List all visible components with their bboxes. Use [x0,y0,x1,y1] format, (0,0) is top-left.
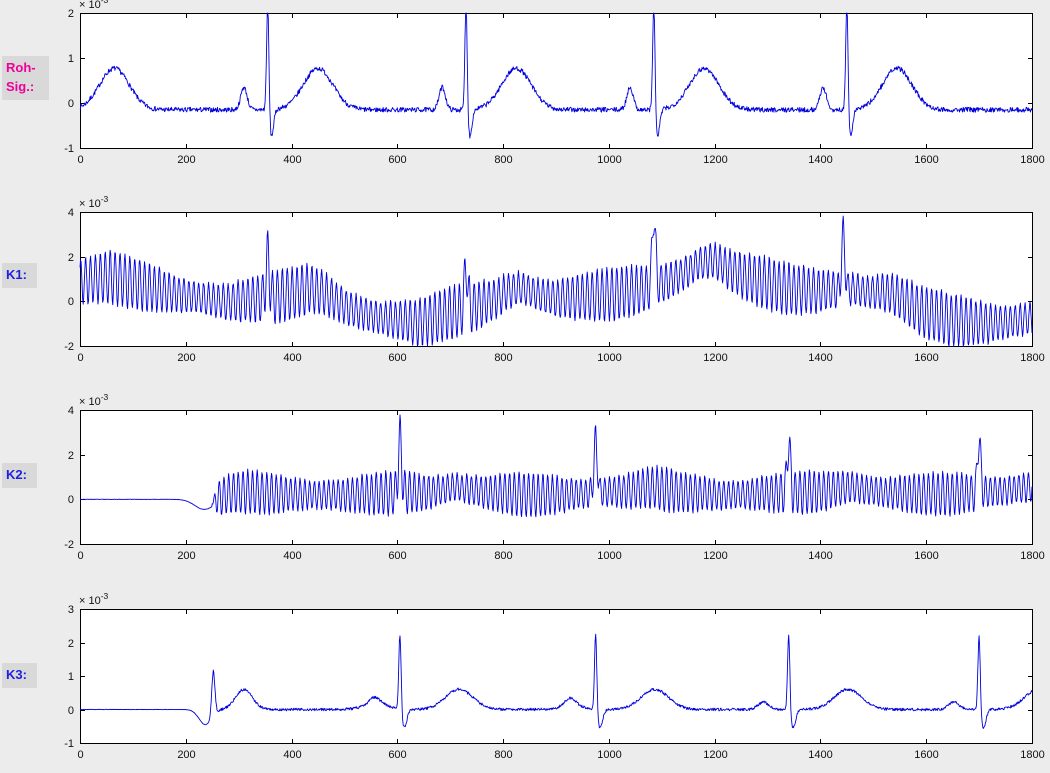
x-tick-label: 200 [177,550,195,562]
y-tick-label: -1 [64,738,74,750]
signal-line [79,12,1033,139]
y-tick-label: 2 [68,252,74,264]
x-tick-label: 1400 [808,352,832,364]
x-tick-label: 0 [77,550,83,562]
x-tick-label: 1600 [914,352,938,364]
x-tick-label: 1800 [1020,550,1044,562]
signal-line [79,414,1033,518]
x-tick-label: 800 [494,352,512,364]
x-tick-label: 600 [388,154,406,166]
axes-box [80,212,1033,347]
x-tick-label: 400 [283,154,301,166]
x-tick-label: 1000 [597,154,621,166]
x-tick-label: 0 [77,749,83,761]
x-tick-label: 600 [388,749,406,761]
axis-exponent-label: × 10-3 [79,591,109,607]
axis-exponent-label: × 10-3 [79,194,109,210]
y-tick-label: 0 [68,494,74,506]
x-tick-label: 0 [77,352,83,364]
x-tick-label: 400 [283,550,301,562]
x-tick-label: 1600 [914,154,938,166]
x-tick-label: 600 [388,352,406,364]
y-tick-label: 4 [68,405,74,417]
subplot-2: 0 200 400 600 800 1000 1200 1400 1600 1800-2024× … [64,194,1045,364]
axes-box [80,13,1033,149]
x-tick-label: 1800 [1020,749,1044,761]
subplot-4: 0 200 400 600 800 1000 1200 1400 1600 1800-10123×… [64,591,1045,761]
axis-exponent-label: × 10-3 [79,392,109,408]
x-tick-label: 0 [77,154,83,166]
x-tick-label: 1200 [703,550,727,562]
x-ticks: 0 200 400 600 800 1000 1200 1400 1600 1800 [77,610,1045,761]
y-tick-label: 2 [68,8,74,20]
y-ticks: -1 0 1 2 [64,8,1032,155]
label-roh-sig: Roh- Sig.: [2,56,49,100]
y-tick-label: 0 [68,705,74,717]
label-k3: K3: [2,663,37,688]
x-tick-label: 400 [283,352,301,364]
y-tick-label: 0 [68,296,74,308]
x-tick-label: 1600 [914,550,938,562]
x-tick-label: 1200 [703,154,727,166]
x-tick-label: 1400 [808,154,832,166]
label-k3-text: K3: [6,667,27,682]
y-tick-label: -2 [64,341,74,353]
x-tick-label: 600 [388,550,406,562]
y-tick-label: 1 [68,671,74,683]
y-tick-label: 3 [68,604,74,616]
axes-box [80,609,1033,744]
x-tick-label: 400 [283,749,301,761]
signal-line [79,633,1033,729]
x-ticks: 0 200 400 600 800 1000 1200 1400 1600 1800 [77,14,1045,166]
label-k1-text: K1: [6,267,27,282]
x-tick-label: 800 [494,550,512,562]
label-k2-text: K2: [6,467,27,482]
x-tick-label: 1400 [808,550,832,562]
x-tick-label: 1200 [703,352,727,364]
axis-exponent-label: × 10-3 [79,0,109,11]
x-tick-label: 1800 [1020,352,1044,364]
x-tick-label: 1200 [703,749,727,761]
x-tick-label: 1400 [808,749,832,761]
x-tick-label: 200 [177,749,195,761]
y-tick-label: 0 [68,98,74,110]
label-k2: K2: [2,463,37,488]
label-roh-sig-line2: Sig.: [6,78,35,94]
y-ticks: -1 0 1 2 3 [64,604,1032,750]
label-roh-sig-line1: Roh- [6,60,36,75]
x-tick-label: 1000 [597,352,621,364]
y-tick-label: 2 [68,450,74,462]
x-tick-label: 1800 [1020,154,1044,166]
x-tick-label: 800 [494,749,512,761]
x-tick-label: 200 [177,352,195,364]
x-tick-label: 200 [177,154,195,166]
subplot-1: 0 200 400 600 800 1000 1200 1400 1600 1800-1012× … [64,0,1045,166]
y-tick-label: -2 [64,539,74,551]
y-tick-label: -1 [64,143,74,155]
x-tick-label: 1000 [597,550,621,562]
y-tick-label: 2 [68,638,74,650]
x-ticks: 0 200 400 600 800 1000 1200 1400 1600 1800 [77,213,1045,364]
subplot-3: 0 200 400 600 800 1000 1200 1400 1600 1800-2024× … [64,392,1045,562]
x-tick-label: 800 [494,154,512,166]
x-tick-label: 1600 [914,749,938,761]
y-tick-label: 1 [68,53,74,65]
y-tick-label: 4 [68,207,74,219]
signal-line [79,215,1033,347]
x-tick-label: 1000 [597,749,621,761]
x-ticks: 0 200 400 600 800 1000 1200 1400 1600 1800 [77,411,1045,562]
label-k1: K1: [2,263,37,288]
